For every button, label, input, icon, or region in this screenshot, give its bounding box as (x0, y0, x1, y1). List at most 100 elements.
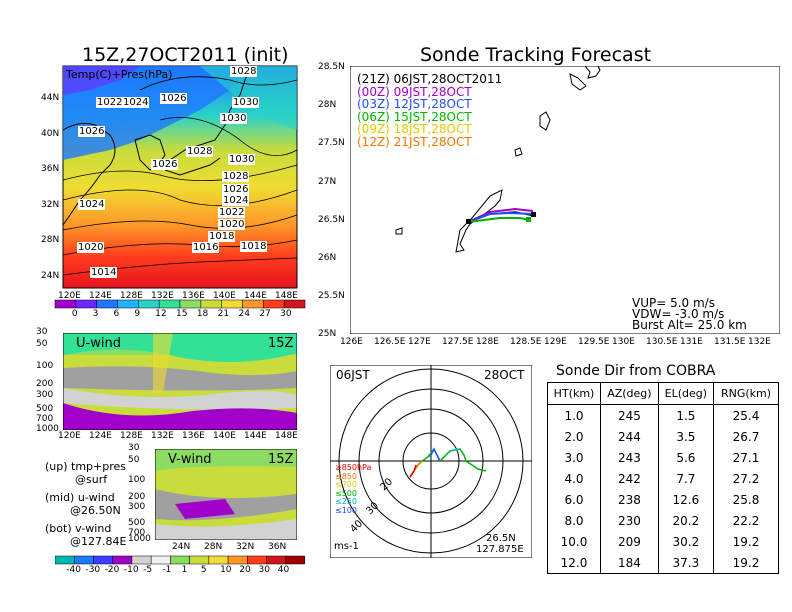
polar-unit: ms-1 (334, 541, 359, 552)
temp-colorbar-swatch (283, 299, 306, 309)
vwind-colorbar-label: 40 (277, 565, 290, 575)
temp-colorbar-swatch (96, 299, 118, 309)
table-cell: 4.0 (546, 468, 602, 489)
vwind-colorbar-label: -5 (143, 565, 153, 575)
isobar-label: 1016 (192, 242, 220, 253)
polar-time: 06JST (336, 368, 370, 382)
table-cell: 27.1 (712, 447, 780, 468)
isobar-label: 1022 (96, 97, 124, 108)
temp-colorbar-swatch (263, 299, 285, 309)
tracking-legend-entry: (06Z) 15JST,28OCT (357, 109, 472, 124)
tracking-lon-tick: 128.5E (510, 337, 542, 347)
tracking-title: Sonde Tracking Forecast (420, 44, 652, 66)
table-cell: 6.0 (546, 489, 602, 510)
tracking-lat-tick: 27N (318, 176, 337, 187)
uwind-lon-tick: 120E (58, 431, 81, 441)
table-row: 6.0 238 12.6 25.8 (546, 489, 780, 510)
temp-map-lon-tick: 120E (58, 291, 81, 301)
temp-map-lat-tick: 28N (41, 235, 60, 245)
isobar-label: 1028 (222, 171, 250, 182)
temp-map-lon-tick: 140E (213, 291, 236, 301)
legend-bot: (bot) v-wind (45, 522, 112, 535)
vwind-colorbar-label: -40 (66, 565, 81, 575)
isobar-label: 1018 (240, 241, 268, 252)
isobar-label: 1028 (186, 146, 214, 157)
burst-text: Burst Alt= 25.0 km (632, 318, 747, 332)
tracking-lat-tick: 26.5N (318, 214, 345, 225)
uwind-time: 15Z (268, 336, 294, 351)
temp-map-lat-tick: 24N (41, 270, 60, 281)
table-cell: 230 (600, 510, 659, 531)
table-cell: 238 (600, 489, 659, 510)
vwind-colorbar (55, 555, 305, 565)
legend-up: (up) tmp+pres (45, 460, 127, 473)
table-cell: 26.7 (712, 426, 780, 447)
polar-lat: 26.5N (486, 533, 516, 544)
polar-pressure-legend: ≤250 (335, 497, 357, 506)
table-row: 4.0 242 7.7 27.2 (546, 468, 780, 489)
tracking-lon-tick: 128E (476, 337, 499, 347)
vwind-title: V-wind (168, 452, 212, 467)
vwind-lat-tick: 28N (204, 542, 223, 552)
temp-colorbar-label: 18 (196, 309, 209, 319)
vwind-colorbar-label: 30 (258, 565, 270, 575)
temp-colorbar-label: 24 (238, 309, 250, 319)
sonde-dir-header: RNG(km) (712, 382, 780, 405)
vwind-level-tick: 100 (128, 475, 146, 485)
vdw-text: VDW= -3.0 m/s (632, 307, 725, 321)
vwind-colorbar-swatch (131, 555, 152, 565)
table-cell: 243 (600, 447, 659, 468)
table-row: 12.0 184 37.3 19.2 (546, 552, 780, 574)
isobar-label: 1024 (222, 195, 250, 206)
isobar-label: 1028 (230, 66, 258, 77)
isobar-label: 1018 (208, 231, 236, 242)
legend-mid-2: @26.50N (70, 504, 121, 517)
table-cell: 3.5 (657, 426, 714, 447)
vwind-time: 15Z (268, 452, 294, 467)
isobar-label: 1030 (228, 154, 256, 165)
temp-colorbar-swatch (117, 299, 139, 309)
table-cell: 20.2 (657, 510, 714, 531)
temp-map-lat-tick: 40N (41, 128, 60, 139)
polar-pressure-legend: ≤500 (335, 488, 357, 498)
table-row: 3.0 243 5.6 27.1 (546, 447, 780, 468)
tracking-legend-entry: (00Z) 09JST,28OCT (357, 84, 472, 99)
table-cell: 12.6 (657, 489, 714, 510)
vwind-colorbar-label: -30 (85, 565, 101, 575)
legend-up-2: @surf (75, 473, 108, 486)
temp-colorbar-swatch (221, 299, 243, 309)
table-cell: 5.6 (657, 447, 714, 468)
uwind-lon-tick: 140E (213, 431, 236, 441)
vwind-colorbar-swatch (150, 555, 171, 565)
table-cell: 242 (600, 468, 659, 489)
tracking-lat-tick: 28.5N (318, 62, 345, 72)
table-cell: 12.0 (546, 552, 602, 574)
table-row: 1.0 245 1.5 25.4 (546, 404, 780, 426)
uwind-lon-tick: 144E (244, 431, 267, 441)
vwind-panel (155, 449, 297, 540)
tracking-lon-tick: 126.5E (374, 337, 406, 347)
table-cell: 7.7 (657, 468, 714, 489)
temp-map-lat-tick: 36N (41, 164, 60, 174)
temp-colorbar-label: 0 (71, 309, 78, 319)
uwind-lon-tick: 148E (275, 431, 298, 441)
vwind-colorbar-label: -10 (123, 565, 139, 575)
tracking-lon-tick: 126E (340, 337, 363, 347)
uwind-level-tick: 700 (36, 414, 54, 424)
isobar-label: 1030 (232, 97, 260, 108)
temp-colorbar-swatch (54, 299, 77, 309)
temp-colorbar-label: 15 (176, 309, 188, 319)
vwind-colorbar-swatch (93, 555, 113, 565)
temp-map-lon-tick: 128E (120, 291, 143, 301)
legend-mid: (mid) u-wind (45, 491, 115, 504)
table-cell: 209 (600, 531, 659, 552)
temp-colorbar-label: 6 (113, 309, 120, 319)
vwind-colorbar-label: -1 (162, 565, 172, 575)
temp-colorbar-swatch (200, 299, 222, 309)
sonde-dir-header: EL(deg) (657, 382, 714, 405)
uwind-panel (63, 333, 297, 430)
temp-colorbar-swatch (179, 299, 202, 309)
isobar-label: 1026 (222, 184, 250, 195)
tracking-lon-tick: 131E (680, 337, 703, 347)
isobar-label: 1024 (122, 97, 150, 108)
